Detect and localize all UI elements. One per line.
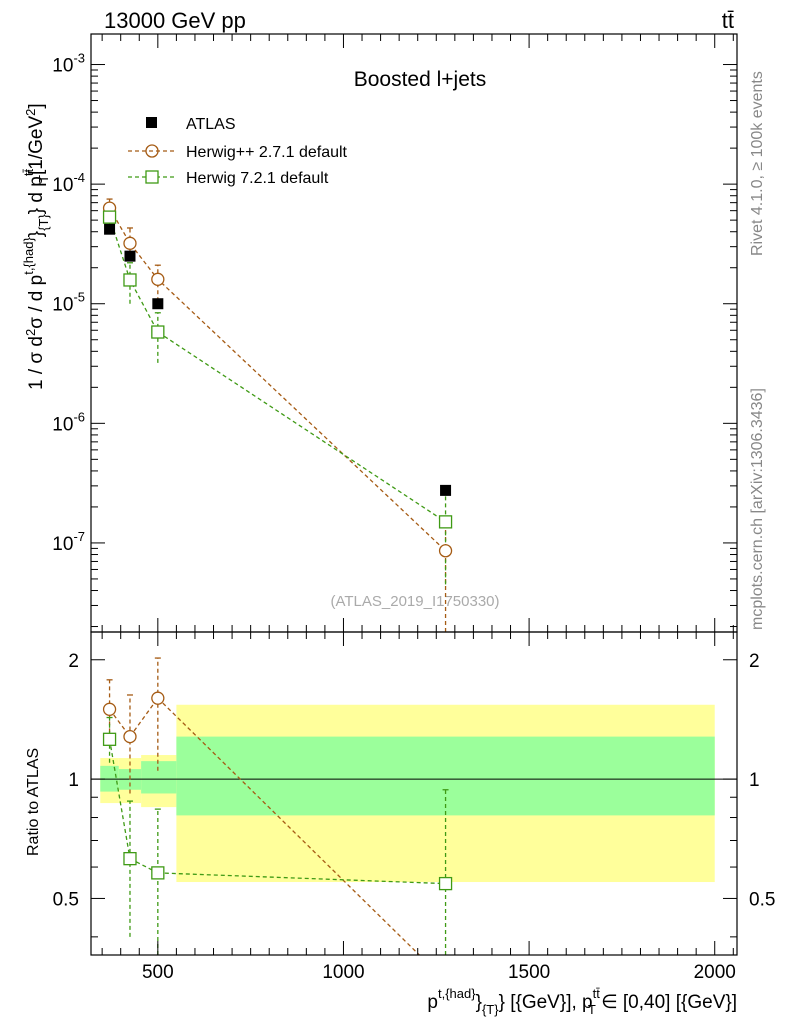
main-y-axis-label: 1 / σ d2σ / d pt,{had}}{T}} d ptt̄T[1/Ge… — [21, 103, 51, 390]
herwig7-point — [151, 325, 165, 339]
ratio-herwig7-point — [123, 852, 137, 866]
main-y-tick-label: 10-5 — [52, 290, 85, 316]
main-y-tick-label: 10-7 — [52, 529, 85, 555]
main-panel: (ATLAS_2019_I1750330) Boosted l+jets 10-… — [21, 33, 738, 633]
ratio-y-tick-label-left: 2 — [68, 651, 79, 672]
ratio-y-tick-label-left: 1 — [68, 770, 79, 791]
main-chart-title: Boosted l+jets — [354, 68, 487, 91]
herwigpp-point — [151, 272, 165, 286]
ratio-herwigpp-point — [102, 702, 117, 716]
herwig7-point — [102, 210, 117, 224]
atlas-data-point — [124, 250, 136, 262]
legend-label-herwig7: Herwig 7.2.1 default — [186, 170, 329, 187]
herwig7-point — [438, 515, 453, 529]
atlas-data-point — [104, 223, 116, 235]
watermark-label: (ATLAS_2019_I1750330) — [330, 593, 499, 610]
process-label: tt̄ — [722, 8, 734, 33]
ratio-herwigpp-point — [123, 729, 137, 744]
herwigpp-point — [438, 544, 453, 558]
legend: ATLAS Herwig++ 2.7.1 default Herwig 7.2.… — [128, 116, 348, 187]
ratio-y-tick-label-left: 0.5 — [53, 889, 79, 910]
atlas-data-point — [152, 298, 164, 310]
energy-label: 13000 GeV pp — [104, 8, 246, 33]
main-series-line — [109, 207, 447, 552]
ratio-series-line — [157, 697, 420, 956]
ratio-series-line — [129, 697, 159, 737]
ratio-y-tick-label-right: 2 — [749, 651, 760, 672]
ratio-series-line — [157, 872, 446, 885]
herwig7-point — [123, 273, 137, 287]
ratio-inner-band — [176, 736, 715, 816]
legend-marker-atlas — [146, 117, 157, 128]
ratio-y-axis-label: Ratio to ATLAS — [25, 748, 42, 856]
ratio-herwig7-point — [151, 866, 165, 880]
main-y-tick-label: 10-4 — [52, 170, 85, 196]
ratio-inner-band — [141, 761, 177, 794]
ratio-herwigpp-point — [151, 691, 165, 705]
ratio-panel-frame — [90, 631, 738, 956]
legend-marker-herwig7 — [145, 170, 159, 184]
herwigpp-point — [123, 236, 137, 250]
main-series-line — [108, 216, 446, 523]
legend-marker-herwigpp — [145, 144, 159, 158]
x-axis-label: pt,{had}}{T}} [{GeV}], ptt̄ T ∈ [0,40] [{… — [427, 986, 737, 1017]
ratio-y-tick-label-right: 1 — [749, 770, 760, 791]
main-y-tick-label: 10-6 — [52, 409, 85, 435]
main-y-tick-label: 10-3 — [52, 51, 85, 77]
ratio-herwig7-point — [438, 876, 453, 891]
atlas-data-point — [440, 484, 452, 496]
ratio-series-line — [108, 739, 131, 859]
ratio-series-layer — [102, 657, 453, 956]
ratio-panel: 0.5 0.5 1 1 2 2 500 1000 1500 2000 Ratio to ATLAS — [25, 631, 775, 983]
x-tick-label: 1000 — [322, 962, 364, 983]
ratio-herwig7-point — [102, 732, 117, 746]
legend-label-herwigpp: Herwig++ 2.7.1 default — [186, 144, 348, 161]
main-series-layer — [102, 198, 453, 632]
ratio-uncertainty-bands — [100, 704, 715, 883]
legend-label-atlas: ATLAS — [186, 116, 236, 133]
mcplots-label: mcplots.cern.ch [arXiv:1306.3436] — [749, 388, 766, 630]
ratio-series-line — [129, 858, 159, 874]
ratio-axis-ticks: 0.5 0.5 1 1 2 2 500 1000 1500 2000 — [53, 632, 775, 983]
x-tick-label: 1500 — [508, 962, 550, 983]
x-tick-label: 2000 — [694, 962, 736, 983]
main-axis-ticks: 10-7 10-6 10-5 10-4 10-3 — [52, 34, 737, 632]
ratio-y-tick-label-right: 0.5 — [749, 889, 775, 910]
rivet-version-label: Rivet 4.1.0, ≥ 100k events — [749, 71, 766, 256]
x-tick-label: 500 — [142, 962, 174, 983]
